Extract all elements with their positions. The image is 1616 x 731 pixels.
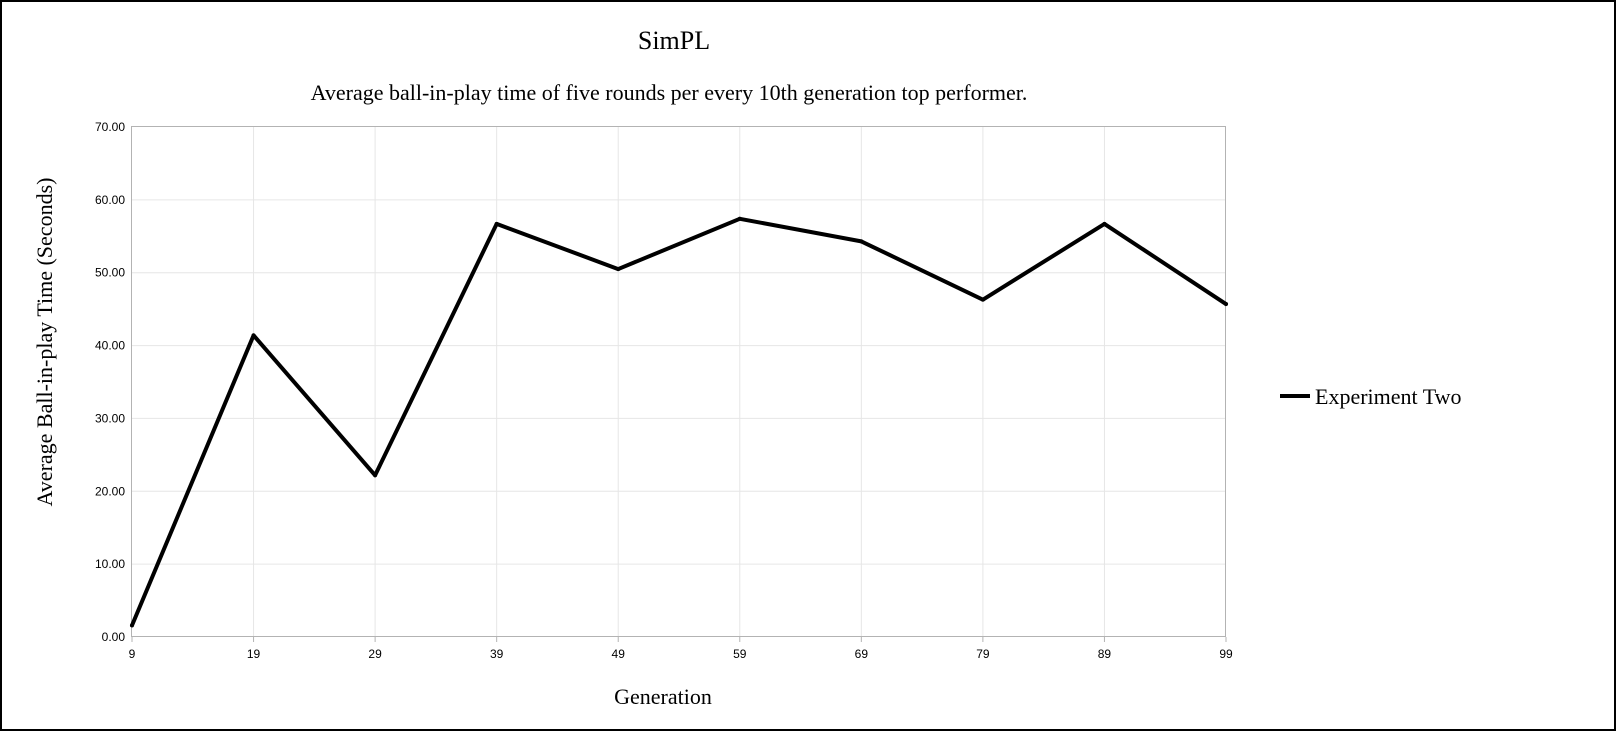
series-line-experiment-two [130,216,1228,628]
x-axis-title: Generation [614,684,712,709]
data-point [494,221,499,226]
x-tick-label: 69 [855,647,869,661]
data-point [616,267,621,272]
x-tick-label: 39 [490,647,504,661]
legend: Experiment Two [1280,384,1462,409]
data-point [980,297,985,302]
y-tick-label: 50.00 [95,266,125,280]
chart-title: SimPL [638,26,710,55]
data-point [1224,302,1228,307]
data-point [130,623,134,628]
series-layer [130,216,1228,628]
y-axis-title: Average Ball-in-play Time (Seconds) [32,178,57,507]
y-tick-label: 10.00 [95,557,125,571]
x-tick-label: 59 [733,647,747,661]
chart-subtitle: Average ball-in-play time of five rounds… [311,80,1028,105]
data-point [251,333,256,338]
x-tick-label: 9 [129,647,136,661]
gridlines [132,127,1226,637]
x-tick-label: 89 [1098,647,1112,661]
data-point [373,473,378,478]
data-point [1102,221,1107,226]
data-point [737,216,742,221]
y-tick-label: 40.00 [95,339,125,353]
y-tick-label: 30.00 [95,411,125,425]
x-tick-label: 29 [368,647,382,661]
legend-label-experiment-two: Experiment Two [1315,384,1462,409]
x-tick-label: 49 [612,647,626,661]
data-point [859,239,864,244]
y-tick-label: 0.00 [102,630,126,644]
x-tick-label: 79 [976,647,990,661]
y-tick-label: 20.00 [95,484,125,498]
y-tick-label: 70.00 [95,120,125,134]
x-tick-label: 19 [247,647,261,661]
plot-area [131,126,1226,637]
x-tick-label: 99 [1219,647,1233,661]
y-tick-label: 60.00 [95,193,125,207]
axis-ticks: 0.00 10.00 20.00 30.00 40.00 50.00 60.00 70.00 9… [95,120,1233,661]
